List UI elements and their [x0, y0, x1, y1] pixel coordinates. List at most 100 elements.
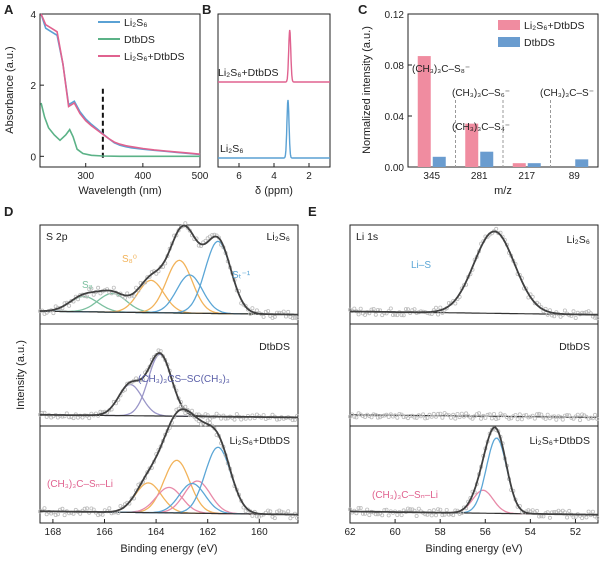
panel-e-sub-label-3: Li₂S₆+DtbDS	[529, 435, 590, 447]
D-marks-data-point-2	[78, 511, 83, 516]
E-marks-data-point-2	[431, 508, 436, 513]
D-marks-data-point-0	[134, 285, 139, 290]
D-marks-data-point-0	[67, 303, 72, 308]
E-marks-data-point-1	[401, 415, 406, 420]
E-marks-data-point-1	[530, 413, 535, 418]
E-marks-data-point-1	[526, 415, 531, 420]
E-marks-data-point-2	[433, 513, 438, 518]
panel-b-spectrum-0	[218, 29, 330, 83]
E-marks-data-point-0	[550, 313, 555, 318]
panel-a-series-2	[40, 13, 201, 155]
D-marks-data-point-0	[87, 287, 92, 292]
D-marks-data-point-0	[292, 315, 297, 320]
E-marks-data-point-2	[571, 515, 576, 520]
E-marks-data-point-1	[481, 413, 486, 418]
E-marks-data-point-2	[541, 514, 546, 519]
D-marks-data-point-0	[272, 314, 277, 319]
E-marks-data-point-1	[476, 411, 481, 416]
panel-b-xtick-label-0: 6	[236, 171, 242, 182]
D-marks-data-point-0	[290, 316, 295, 321]
E-marks-data-point-1	[554, 417, 559, 422]
E-marks-data-point-1	[375, 415, 380, 420]
E-marks-data-point-1	[382, 413, 387, 418]
panel-letter-a: A	[4, 2, 14, 17]
E-marks-data-point-0	[453, 301, 458, 306]
D-marks-data-point-1	[234, 412, 239, 417]
panel-c-ylabel: Normalized intensity (a.u.)	[361, 26, 373, 154]
D-marks-data-point-2	[174, 407, 179, 412]
E-marks-data-point-1	[393, 413, 398, 418]
D-marks-xtick-label-2: 164	[148, 527, 165, 538]
D-marks-data-point-2	[198, 422, 203, 427]
panel-a-legend: Li₂S₆ DtbDS Li₂S₆+DtbDS	[98, 17, 185, 63]
E-marks-data-point-0	[403, 307, 408, 312]
E-marks-data-point-2	[365, 507, 370, 512]
panel-d-title: S 2p	[46, 231, 68, 243]
E-marks-data-point-1	[412, 415, 417, 420]
E-marks-data-point-1	[474, 412, 479, 417]
E-marks-data-point-2	[347, 507, 352, 512]
E-marks-data-point-0	[405, 307, 410, 312]
legend-label-li2s6: Li₂S₆	[124, 17, 148, 29]
panel-c-bar-1-2	[527, 163, 541, 167]
E-marks-data-point-2	[584, 515, 589, 520]
panel-letter-b: B	[202, 2, 211, 17]
E-marks-data-point-1	[498, 411, 503, 416]
D-marks-data-point-2	[187, 413, 192, 418]
D-marks-data-point-1	[154, 352, 159, 357]
D-marks-data-point-2	[205, 418, 210, 423]
E-marks-data-point-2	[380, 513, 385, 518]
panel-c-bar-0-2	[512, 163, 526, 167]
E-marks-data-point-1	[524, 412, 529, 417]
E-marks-data-point-0	[395, 313, 400, 318]
E-marks-data-point-2	[416, 506, 421, 511]
legend-swatch-dtbds	[498, 37, 520, 47]
D-marks-xtick-label-3: 162	[199, 527, 216, 538]
E-marks-data-point-1	[459, 411, 464, 416]
E-marks-data-point-1	[565, 412, 570, 417]
D-marks-data-point-2	[288, 516, 293, 521]
E-marks-data-point-1	[483, 415, 488, 420]
D-marks-component-1-0	[40, 383, 298, 419]
panel-a-xtick-label-2: 500	[192, 171, 209, 182]
E-marks-data-point-1	[405, 416, 410, 421]
E-marks-data-point-0	[496, 231, 501, 236]
E-marks-data-point-1	[543, 416, 548, 421]
D-marks-data-point-0	[178, 225, 183, 230]
E-marks-data-point-0	[494, 226, 499, 231]
E-marks-data-point-2	[537, 514, 542, 519]
E-marks-data-point-2	[436, 507, 441, 512]
E-marks-data-point-1	[453, 416, 458, 421]
D-marks-data-point-0	[111, 285, 116, 290]
E-marks-data-point-1	[384, 412, 389, 417]
D-marks-data-point-1	[214, 411, 219, 416]
panel-e-xlabel: Binding energy (eV)	[425, 543, 522, 555]
E-marks-data-point-2	[384, 507, 389, 512]
D-marks-data-point-2	[250, 513, 255, 518]
E-marks-data-point-1	[448, 415, 453, 420]
E-marks-data-point-2	[408, 507, 413, 512]
legend-swatch-mix	[498, 20, 520, 30]
E-marks-data-point-1	[560, 417, 565, 422]
E-marks-data-point-1	[532, 416, 537, 421]
E-marks-data-point-1	[571, 416, 576, 421]
E-marks-data-point-1	[470, 416, 475, 421]
E-marks-data-point-2	[530, 508, 535, 513]
E-marks-xtick-label-0: 62	[344, 527, 356, 538]
E-marks-data-point-1	[429, 414, 434, 419]
E-marks-data-point-1	[489, 416, 494, 421]
D-marks-data-point-2	[295, 515, 300, 520]
panel-a-ylabel: Absorbance (a.u.)	[4, 46, 16, 133]
E-marks-data-point-1	[472, 414, 477, 419]
E-marks-data-point-1	[369, 415, 374, 420]
D-marks-data-point-1	[239, 417, 244, 422]
E-marks-data-point-0	[552, 314, 557, 319]
D-marks-component-0-3	[40, 259, 298, 316]
D-marks-data-point-2	[107, 506, 112, 511]
D-marks-data-point-2	[62, 513, 67, 518]
E-marks-data-point-1	[487, 412, 492, 417]
E-marks-data-point-1	[360, 413, 365, 418]
E-marks-data-point-1	[438, 411, 443, 416]
E-marks-data-point-1	[464, 411, 469, 416]
panel-c-bar-0-0	[417, 56, 431, 168]
